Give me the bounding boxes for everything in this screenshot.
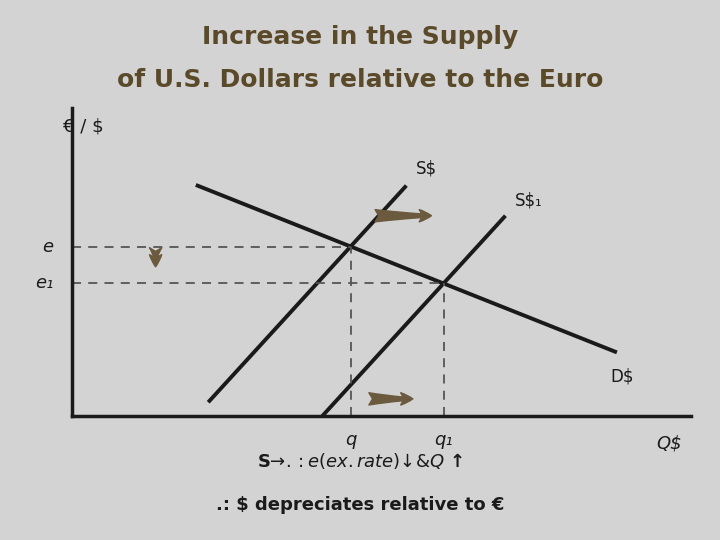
Text: S$ → .: e (ex. rate) ↓ & Q$ ↑: S$ → .: e (ex. rate) ↓ & Q$ ↑ [257,451,463,471]
Text: S$: S$ [415,160,437,178]
Text: S$₁: S$₁ [515,192,542,210]
Text: Q$: Q$ [657,434,682,453]
Text: Increase in the Supply: Increase in the Supply [202,25,518,49]
Text: e: e [42,238,53,255]
Text: of U.S. Dollars relative to the Euro: of U.S. Dollars relative to the Euro [117,68,603,92]
Text: D$: D$ [611,368,634,386]
Text: € / $: € / $ [63,117,104,135]
Text: e₁: e₁ [35,274,53,293]
Text: .: $ depreciates relative to €: .: $ depreciates relative to € [216,496,504,514]
Text: q: q [345,431,356,449]
Text: q₁: q₁ [434,431,453,449]
